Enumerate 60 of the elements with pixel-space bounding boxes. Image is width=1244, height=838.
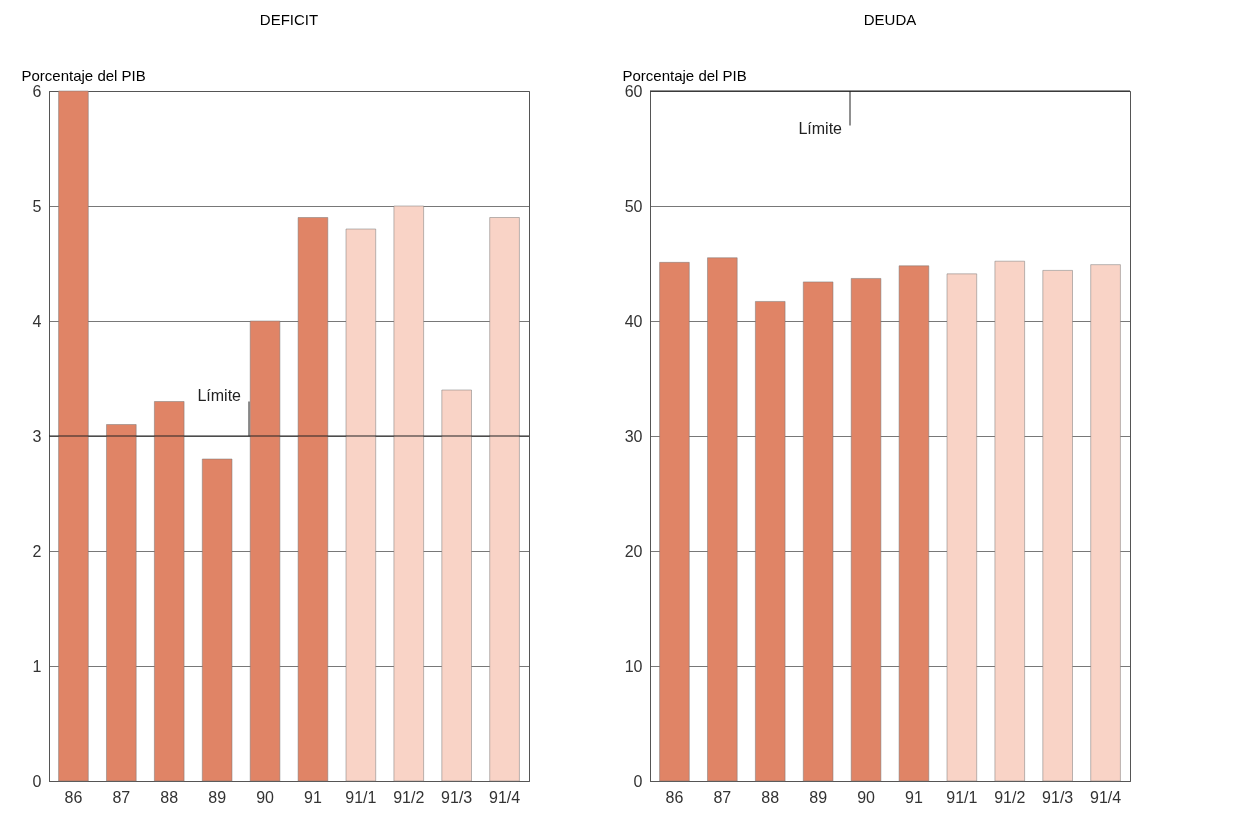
bar (345, 228, 376, 782)
chart-title: DEFICIT (259, 11, 319, 28)
bar (489, 217, 520, 782)
y-tick-label: 60 (624, 82, 643, 100)
y-tick-label: 1 (32, 657, 42, 675)
bar (850, 278, 882, 782)
bar (1042, 270, 1073, 782)
bar (898, 265, 930, 782)
bar (202, 458, 233, 782)
x-tick-label: 91 (304, 788, 322, 806)
y-tick-label: 0 (32, 772, 42, 790)
y-axis-title: Porcentaje del PIB (21, 66, 146, 84)
x-tick-label: 87 (112, 788, 131, 806)
bar (659, 262, 690, 782)
x-tick-label: 91/4 (1090, 788, 1122, 806)
x-tick-label: 87 (713, 788, 732, 806)
x-tick-label: 88 (160, 788, 179, 806)
y-tick-label: 10 (624, 657, 643, 675)
ref-line-label: Límite (197, 387, 242, 404)
y-tick-label: 3 (32, 427, 42, 445)
y-tick-label: 6 (32, 82, 42, 100)
y-tick-label: 4 (32, 312, 42, 330)
bar (58, 90, 89, 782)
x-tick-label: 91 (905, 788, 923, 806)
bar (249, 320, 281, 782)
x-tick-label: 86 (665, 788, 684, 806)
x-tick-label: 91/2 (994, 788, 1026, 806)
y-tick-label: 40 (624, 312, 643, 330)
x-tick-label: 91/3 (441, 788, 473, 806)
bar (393, 205, 424, 782)
x-tick-label: 90 (857, 788, 876, 806)
x-tick-label: 86 (64, 788, 83, 806)
bar (994, 260, 1025, 782)
x-tick-label: 91/2 (393, 788, 425, 806)
y-tick-label: 2 (32, 542, 42, 560)
x-tick-label: 89 (809, 788, 828, 806)
y-tick-label: 50 (624, 197, 643, 215)
chart-title: DEUDA (863, 11, 917, 28)
bar (707, 257, 738, 782)
bar (441, 389, 472, 782)
x-tick-label: 89 (208, 788, 227, 806)
y-tick-label: 20 (624, 542, 643, 560)
x-tick-label: 88 (761, 788, 780, 806)
bar (755, 301, 786, 782)
x-tick-label: 90 (256, 788, 275, 806)
bar (1090, 264, 1121, 782)
bar (154, 401, 185, 782)
y-tick-label: 30 (624, 427, 643, 445)
bar (946, 273, 977, 782)
legend-label: Límite (798, 120, 843, 137)
y-tick-label: 5 (32, 197, 42, 215)
y-axis-title: Porcentaje del PIB (622, 66, 747, 84)
y-tick-label: 0 (633, 772, 643, 790)
x-tick-label: 91/1 (345, 788, 377, 806)
bar (106, 424, 137, 782)
x-tick-label: 91/3 (1042, 788, 1074, 806)
bar (297, 217, 329, 782)
bar (803, 281, 834, 782)
x-tick-label: 91/4 (489, 788, 521, 806)
x-tick-label: 91/1 (946, 788, 978, 806)
